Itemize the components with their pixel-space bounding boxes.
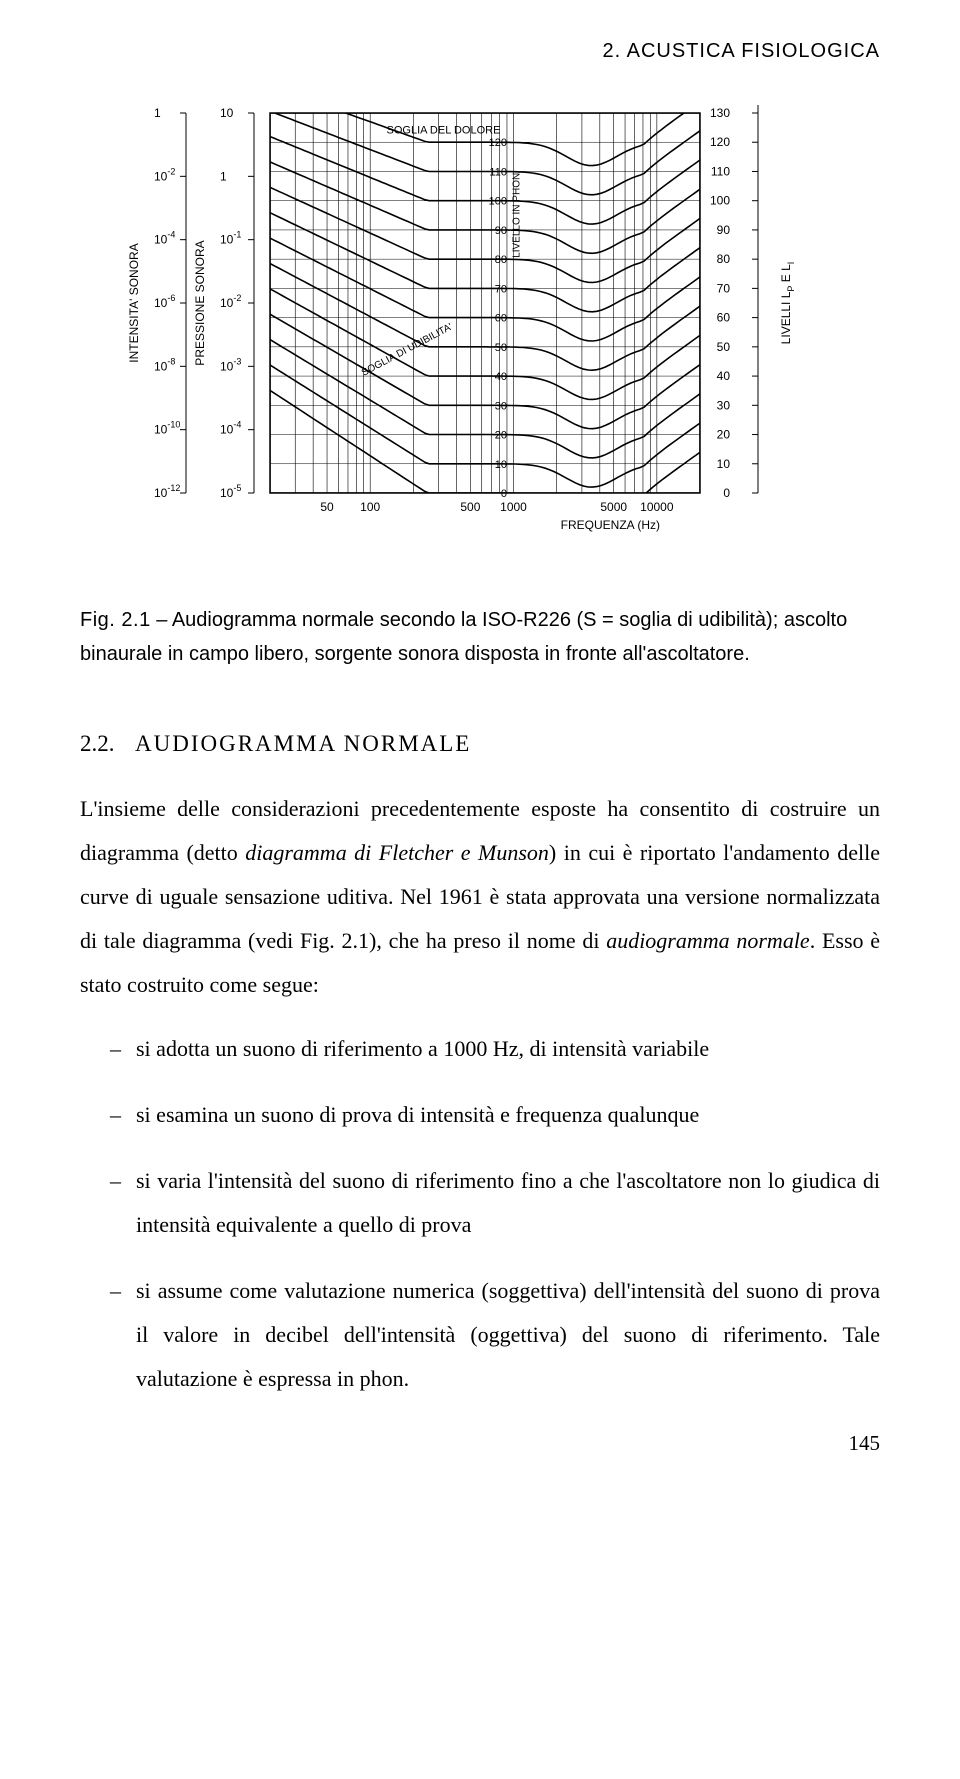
svg-text:90: 90 <box>495 225 507 237</box>
svg-text:INTENSITA' SONORA: INTENSITA' SONORA <box>127 243 141 362</box>
header-text: 2. ACUSTICA FISIOLOGICA <box>602 40 880 62</box>
svg-text:100: 100 <box>710 194 730 208</box>
svg-text:10: 10 <box>220 106 234 120</box>
figure-label: Fig. 2.1 <box>80 609 151 631</box>
svg-text:20: 20 <box>717 428 731 442</box>
svg-text:80: 80 <box>495 254 507 266</box>
svg-text:30: 30 <box>495 400 507 412</box>
svg-text:70: 70 <box>495 283 507 295</box>
svg-text:30: 30 <box>717 398 731 412</box>
section-heading: 2.2. AUDIOGRAMMA NORMALE <box>80 731 880 757</box>
svg-text:100: 100 <box>360 500 380 514</box>
section-title: AUDIOGRAMMA NORMALE <box>135 731 471 756</box>
section-number: 2.2. <box>80 731 115 756</box>
svg-text:500: 500 <box>460 500 480 514</box>
svg-text:10000: 10000 <box>640 500 674 514</box>
svg-text:1: 1 <box>154 106 161 120</box>
list-item: si varia l'intensità del suono di riferi… <box>110 1159 880 1247</box>
svg-text:SOGLIA DI UDIBILITA': SOGLIA DI UDIBILITA' <box>360 321 455 378</box>
svg-text:10: 10 <box>495 459 507 471</box>
svg-text:50: 50 <box>495 342 507 354</box>
svg-text:100: 100 <box>489 196 507 208</box>
svg-text:1: 1 <box>220 169 227 183</box>
svg-text:LIVELLO IN PHON: LIVELLO IN PHON <box>511 173 522 258</box>
svg-text:FREQUENZA (Hz): FREQUENZA (Hz) <box>561 518 660 532</box>
svg-text:110: 110 <box>489 166 507 178</box>
svg-text:130: 130 <box>710 106 730 120</box>
svg-text:5000: 5000 <box>600 500 627 514</box>
svg-text:0: 0 <box>501 488 507 500</box>
figure-2-1: INTENSITA' SONORA110-210-410-610-810-101… <box>120 93 840 563</box>
list-item: si esamina un suono di prova di intensit… <box>110 1093 880 1137</box>
list-item: si adotta un suono di riferimento a 1000… <box>110 1027 880 1071</box>
svg-text:1000: 1000 <box>500 500 527 514</box>
svg-text:20: 20 <box>495 430 507 442</box>
svg-text:0: 0 <box>723 486 730 500</box>
body-paragraph: L'insieme delle considerazioni precedent… <box>80 787 880 1007</box>
svg-text:10: 10 <box>717 457 731 471</box>
svg-text:70: 70 <box>717 281 731 295</box>
list-item: si assume come valutazione numerica (sog… <box>110 1269 880 1401</box>
svg-text:PRESSIONE SONORA: PRESSIONE SONORA <box>193 240 207 365</box>
procedure-list: si adotta un suono di riferimento a 1000… <box>80 1027 880 1401</box>
svg-text:40: 40 <box>717 369 731 383</box>
svg-text:90: 90 <box>717 223 731 237</box>
page-number: 145 <box>80 1431 880 1456</box>
svg-text:60: 60 <box>495 313 507 325</box>
page-header: 2. ACUSTICA FISIOLOGICA <box>80 40 880 63</box>
svg-text:SOGLIA DEL DOLORE: SOGLIA DEL DOLORE <box>387 124 501 136</box>
svg-text:120: 120 <box>489 137 507 149</box>
svg-text:50: 50 <box>717 340 731 354</box>
figure-caption: Fig. 2.1 – Audiogramma normale secondo l… <box>80 603 880 671</box>
svg-text:60: 60 <box>717 311 731 325</box>
svg-text:80: 80 <box>717 252 731 266</box>
svg-text:110: 110 <box>711 164 730 178</box>
svg-text:120: 120 <box>710 135 730 149</box>
svg-text:40: 40 <box>495 371 507 383</box>
svg-text:50: 50 <box>320 500 334 514</box>
figure-caption-text: Audiogramma normale secondo la ISO-R226 … <box>80 609 847 665</box>
